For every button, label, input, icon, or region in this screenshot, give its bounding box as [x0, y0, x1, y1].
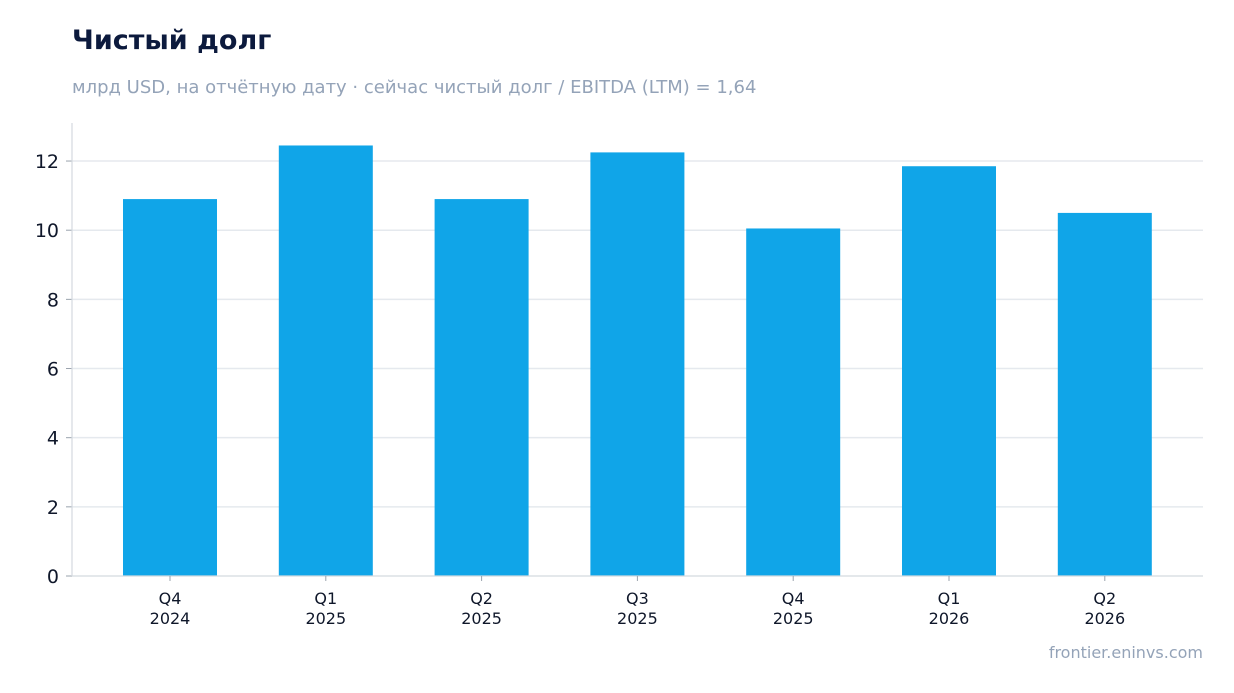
x-tick-label: Q1	[314, 589, 337, 608]
bar	[590, 152, 685, 576]
x-tick-label: 2025	[461, 609, 502, 628]
x-tick-label: Q4	[159, 589, 182, 608]
y-tick-label: 10	[35, 220, 59, 242]
y-tick-label: 2	[47, 497, 59, 519]
bar	[434, 199, 529, 576]
y-tick-label: 4	[47, 428, 59, 450]
x-tick-label: 2026	[1084, 609, 1125, 628]
chart-subtitle: млрд USD, на отчётную дату · сейчас чист…	[72, 77, 757, 98]
x-tick-label: Q1	[938, 589, 961, 608]
tick-labels: 024681012Q42024Q12025Q22025Q32025Q42025Q…	[35, 151, 1125, 628]
x-tick-label: 2024	[150, 609, 191, 628]
bar	[278, 145, 373, 576]
x-tick-label: Q3	[626, 589, 649, 608]
y-tick-label: 0	[47, 566, 59, 588]
source-label: frontier.eninvs.com	[1048, 643, 1203, 662]
bar	[746, 228, 841, 576]
x-tick-label: Q4	[782, 589, 805, 608]
chart-title: Чистый долг	[72, 25, 272, 56]
x-tick-label: 2026	[929, 609, 970, 628]
x-tick-label: 2025	[773, 609, 814, 628]
x-tick-label: Q2	[470, 589, 493, 608]
bar	[123, 199, 217, 576]
bars	[123, 145, 1152, 577]
y-tick-label: 12	[35, 151, 59, 173]
y-tick-label: 6	[47, 359, 59, 381]
y-tick-label: 8	[47, 289, 59, 311]
x-tick-label: Q2	[1093, 589, 1116, 608]
x-tick-label: 2025	[305, 609, 346, 628]
bar	[902, 166, 996, 576]
x-tick-label: 2025	[617, 609, 658, 628]
axes	[66, 123, 1203, 581]
bar	[1057, 212, 1152, 577]
